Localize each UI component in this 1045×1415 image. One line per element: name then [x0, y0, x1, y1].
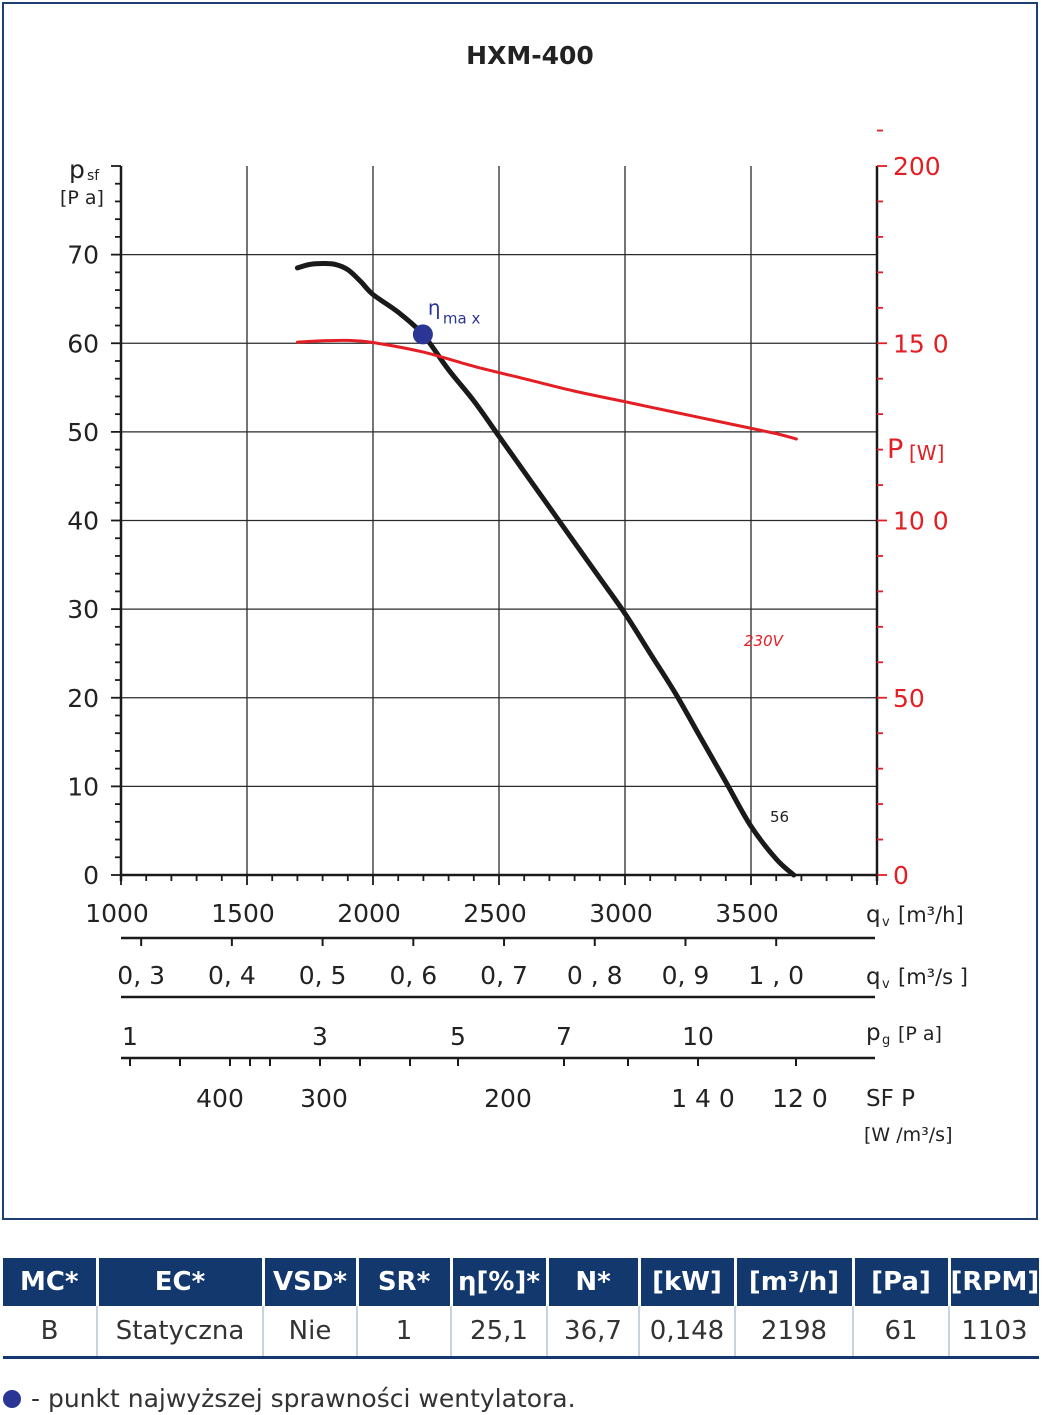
- y-right-axis-label: P: [887, 434, 903, 465]
- scale-m3s-sublabel: v: [882, 977, 890, 992]
- scale-m3s-tick-label: 0, 7: [480, 961, 528, 990]
- scale-pg-tick-label: 3: [312, 1022, 328, 1051]
- y-left-tick-label: 40: [67, 507, 99, 536]
- y-right-tick-label: 50: [893, 684, 925, 713]
- table-header-row: MC* EC* VSD* SR* η[%]* N* [kW] [m³/h] [P…: [3, 1258, 1039, 1306]
- eta-max-sublabel: ma x: [443, 309, 481, 327]
- scale-m3s-tick-label: 0, 6: [389, 961, 437, 990]
- header-n: N*: [545, 1258, 639, 1306]
- y-left-axis-sublabel: sf: [87, 168, 100, 184]
- legend-note-text: - punkt najwyższej sprawności wentylator…: [31, 1384, 576, 1413]
- y-right-tick-label: 15 0: [893, 329, 949, 358]
- y-left-tick-label: 20: [67, 684, 99, 713]
- scale-pg-tick-label: 7: [556, 1022, 572, 1051]
- y-left-tick-label: 60: [67, 329, 99, 358]
- header-ec: EC*: [95, 1258, 263, 1306]
- header-pressure: [Pa]: [851, 1258, 949, 1306]
- scale-m3s-unit: [m³/s ]: [898, 965, 968, 989]
- y-right-tick-label: 0: [893, 861, 909, 890]
- y-left-tick-label: 50: [67, 418, 99, 447]
- header-kw: [kW]: [637, 1258, 735, 1306]
- cell-n: 36,7: [546, 1306, 639, 1359]
- chart-frame: [2, 2, 1038, 1220]
- x-tick-label: 2500: [463, 899, 527, 928]
- header-flow: [m³/h]: [733, 1258, 853, 1306]
- header-vsd: VSD*: [261, 1258, 357, 1306]
- x-tick-label: 1500: [211, 899, 275, 928]
- scale-sfp-tick-label: 400: [196, 1084, 244, 1113]
- y-left-tick-label: 10: [67, 772, 99, 801]
- y-left-axis-label: p: [69, 155, 85, 184]
- scale-pg-tick-label: 5: [450, 1022, 466, 1051]
- header-efficiency: η[%]*: [449, 1258, 547, 1306]
- header-sr: SR*: [355, 1258, 451, 1306]
- x-tick-label: 2000: [337, 899, 401, 928]
- x-axis-unit: [m³/h]: [898, 903, 964, 927]
- scale-pg-label: p: [866, 1020, 881, 1046]
- series-label-230v: 230V: [744, 632, 785, 650]
- cell-vsd: Nie: [262, 1306, 357, 1359]
- y-left-tick-label: 70: [67, 241, 99, 270]
- y-right-tick-label: 10 0: [893, 507, 949, 536]
- series-label-56: 56: [770, 808, 789, 826]
- scale-sfp-tick-label: 200: [484, 1084, 532, 1113]
- scale-sfp-label: SF P: [866, 1086, 915, 1112]
- cell-efficiency: 25,1: [450, 1306, 547, 1359]
- scale-m3s-tick-label: 0, 3: [117, 961, 165, 990]
- eta-max-point: [412, 324, 433, 345]
- cell-flow: 2198: [734, 1306, 853, 1359]
- cell-rpm: 1103: [948, 1306, 1039, 1359]
- legend-note: - punkt najwyższej sprawności wentylator…: [3, 1384, 576, 1413]
- scale-sfp-tick-label: 12 0: [772, 1084, 828, 1113]
- x-tick-label: 1000: [85, 899, 149, 928]
- x-tick-label: 3000: [589, 899, 653, 928]
- eta-max-label: η: [428, 295, 441, 319]
- x-axis-sublabel: v: [882, 915, 890, 930]
- scale-m3s-label: q: [866, 964, 881, 990]
- scale-m3s-tick-label: 0, 5: [299, 961, 347, 990]
- x-tick-label: 3500: [715, 899, 779, 928]
- cell-ec: Statyczna: [96, 1306, 263, 1359]
- scale-m3s-tick-label: 0, 9: [662, 961, 710, 990]
- y-right-axis-unit: [W]: [909, 441, 944, 465]
- spec-table: MC* EC* VSD* SR* η[%]* N* [kW] [m³/h] [P…: [3, 1258, 1039, 1359]
- header-rpm: [RPM]: [947, 1258, 1039, 1306]
- y-right-tick-label: 200: [893, 152, 941, 181]
- cell-sr: 1: [356, 1306, 451, 1359]
- scale-m3s-tick-label: 0 , 8: [567, 961, 623, 990]
- scale-sfp-tick-label: 300: [300, 1084, 348, 1113]
- x-axis-label: q: [866, 902, 881, 928]
- y-left-tick-label: 0: [83, 861, 99, 890]
- scale-pg-sublabel: g: [882, 1033, 890, 1048]
- cell-mc: B: [3, 1306, 97, 1359]
- table-row: B Statyczna Nie 1 25,1 36,7 0,148 2198 6…: [3, 1306, 1039, 1359]
- header-mc: MC*: [3, 1258, 97, 1306]
- scale-pg-tick-label: 1: [122, 1022, 138, 1051]
- pressure-curve-56: [294, 260, 797, 878]
- power-curve-230v: [295, 338, 798, 441]
- y-left-axis-unit: [P a]: [60, 187, 104, 209]
- y-left-tick-label: 30: [67, 595, 99, 624]
- scale-pg-unit: [P a]: [898, 1023, 942, 1045]
- cell-kw: 0,148: [638, 1306, 735, 1359]
- eta-max-marker-icon: [3, 1389, 21, 1408]
- cell-pressure: 61: [852, 1306, 949, 1359]
- scale-m3s-tick-label: 0, 4: [208, 961, 256, 990]
- scale-m3s-tick-label: 1 , 0: [748, 961, 804, 990]
- scale-sfp-tick-label: 1 4 0: [671, 1084, 735, 1113]
- chart-title: HXM-400: [466, 41, 594, 70]
- scale-pg-tick-label: 10: [682, 1022, 714, 1051]
- scale-sfp-unit: [W /m³/s]: [864, 1124, 952, 1146]
